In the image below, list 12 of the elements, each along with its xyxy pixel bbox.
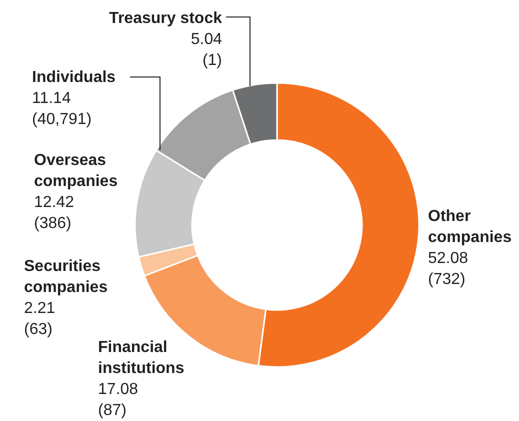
data-label: 5.04 (1) [190,31,222,69]
data-label: 12.42 (386) [34,194,74,232]
slice-label: Overseas companies [34,152,118,190]
slice-label: Securities companies [24,258,108,296]
data-label: 2.21 (63) [24,300,56,338]
slice-label: Individuals [32,69,116,86]
data-label: 52.08 (732) [428,250,468,288]
data-label: 17.08 (87) [98,381,138,419]
slice-label: Financial institutions [98,339,184,377]
data-label: 11.14 (40,791) [32,90,92,128]
slice-label: Treasury stock [109,10,222,27]
slice-label: Other companies [428,208,512,246]
